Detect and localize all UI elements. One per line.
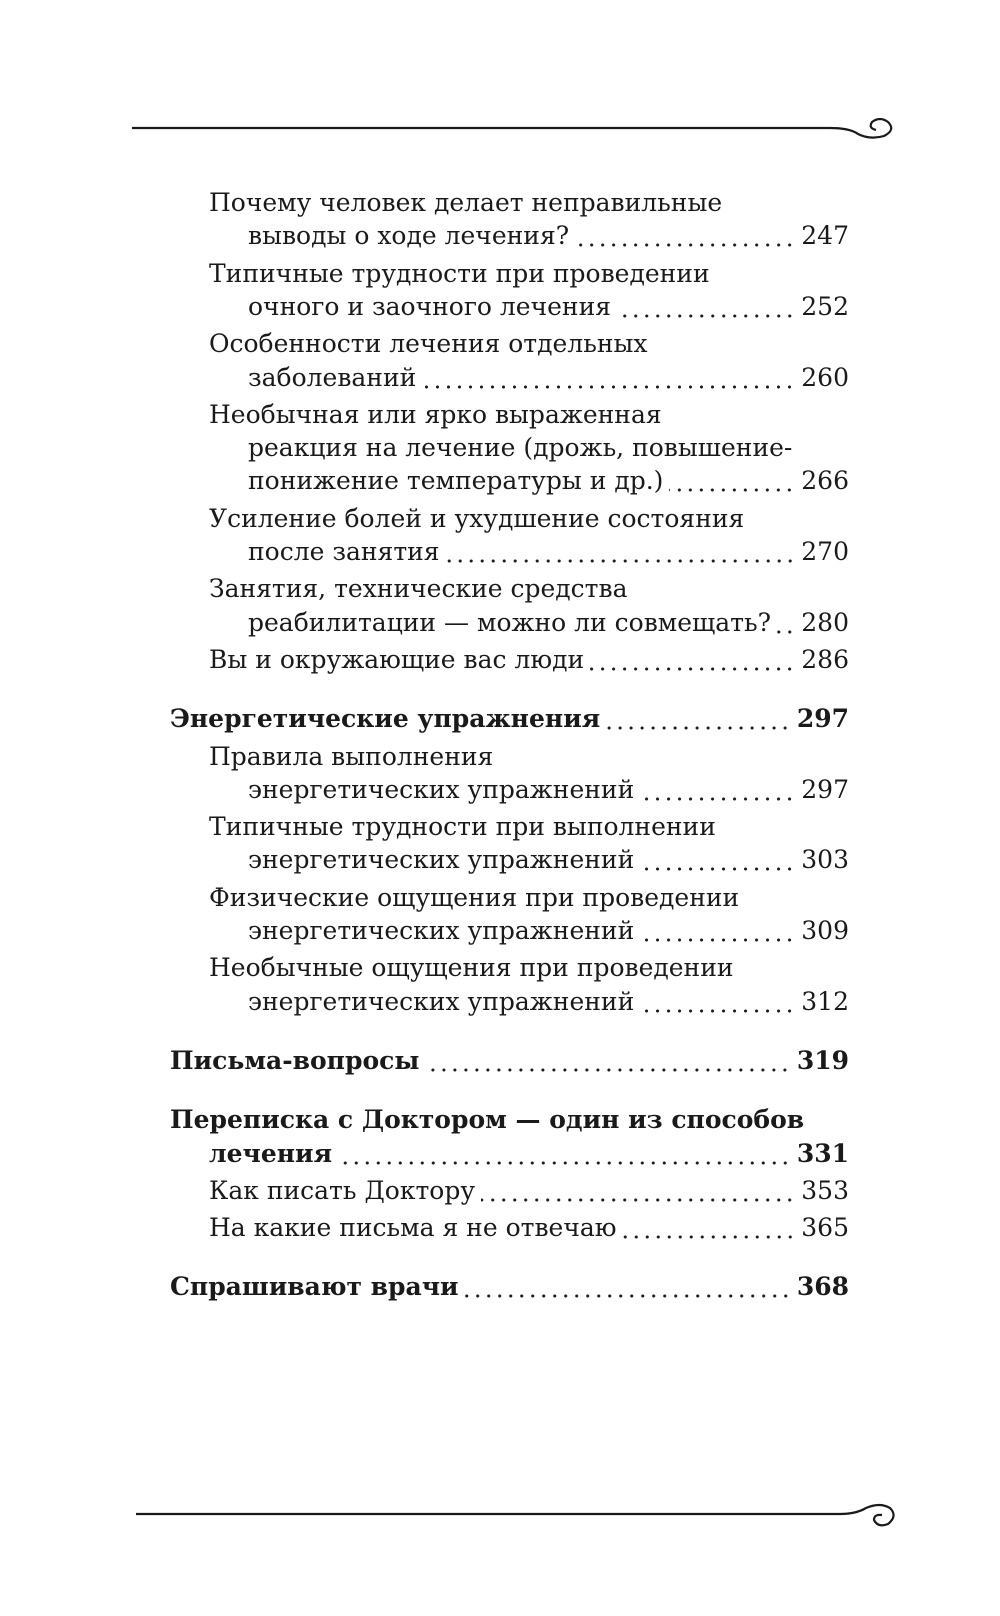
- page-number: 260: [801, 362, 849, 392]
- toc-line: Переписка с Доктором — один из способов: [170, 1103, 804, 1136]
- entry-title: Как писать Доктору: [209, 1175, 476, 1205]
- dot-leader: [640, 772, 796, 806]
- entry-title: Особенности лечения отдельных: [209, 329, 648, 359]
- page-number: 286: [801, 644, 849, 674]
- entry-title: На какие письма я не отвечаю: [209, 1213, 617, 1243]
- entry-title: энергетических упражнений: [248, 986, 635, 1016]
- dot-leader: [777, 605, 796, 639]
- entry-title: реакция на лечение (дрожь, повышение-: [248, 433, 793, 463]
- entry-title: Вы и окружающие вас люди: [209, 644, 585, 674]
- page-number: 309: [801, 916, 849, 945]
- entry-title: Типичные трудности при выполнении: [209, 812, 716, 842]
- entry-title: Энергетические упражнения: [170, 704, 601, 734]
- toc-line: энергетических упражнений 309: [248, 914, 849, 947]
- page-number: 365: [801, 1213, 849, 1243]
- dot-leader: [617, 289, 796, 323]
- toc-line: лечения 331: [209, 1136, 849, 1170]
- bottom-ornament: [136, 1503, 895, 1527]
- toc-line: Правила выполнения: [209, 740, 493, 773]
- entry-title: понижение температуры и др.): [248, 466, 664, 496]
- dot-leader: [464, 1270, 791, 1304]
- toc-line: выводы о ходе лечения? 247: [248, 219, 849, 253]
- entry-title: Правила выполнения: [209, 741, 494, 771]
- entry-title: Спрашивают врачи: [170, 1272, 459, 1302]
- page-number: 252: [801, 291, 849, 321]
- page-number: 319: [796, 1045, 849, 1075]
- dot-leader: [640, 914, 796, 947]
- entry-title: лечения: [209, 1138, 333, 1168]
- page-number: 368: [796, 1272, 849, 1302]
- toc-line: Спрашивают врачи 368: [170, 1270, 849, 1304]
- entry-title: энергетических упражнений: [248, 774, 635, 804]
- toc-line: На какие письма я не отвечаю 365: [209, 1211, 849, 1245]
- dot-leader: [481, 1173, 796, 1207]
- toc-line: энергетических упражнений 297: [248, 772, 849, 806]
- entry-title: Необычные ощущения при проведении: [209, 953, 734, 983]
- toc-line: Энергетические упражнения 297: [170, 702, 849, 736]
- entry-title: реабилитации — можно ли совмещать?: [248, 607, 771, 637]
- page-number: 266: [801, 466, 849, 496]
- toc-line: заболеваний 260: [248, 360, 849, 394]
- dot-leader: [640, 843, 796, 877]
- dot-leader: [445, 535, 796, 568]
- toc-line: энергетических упражнений 303: [248, 843, 849, 877]
- toc-line: после занятия 270: [248, 535, 849, 568]
- dot-leader: [338, 1136, 791, 1170]
- page-number: 331: [796, 1138, 849, 1168]
- page-number: 270: [801, 537, 849, 566]
- entry-title: Необычная или ярко выраженная: [209, 399, 662, 429]
- toc-line: очного и заочного лечения 252: [248, 289, 849, 323]
- entry-title: Усиление болей и ухудшение состояния: [209, 503, 745, 533]
- entry-title: заболеваний: [248, 362, 417, 392]
- toc-line: реабилитации — можно ли совмещать? 280: [248, 605, 849, 639]
- toc-line: Почему человек делает неправильные: [209, 186, 722, 219]
- dot-leader: [640, 984, 796, 1018]
- top-ornament: [132, 117, 893, 139]
- page-number: 297: [801, 774, 849, 804]
- toc-line: Письма-вопросы 319: [170, 1043, 849, 1077]
- entry-title: энергетических упражнений: [248, 845, 635, 875]
- entry-title: Занятия, технические средства: [209, 574, 628, 604]
- toc-line: Типичные трудности при проведении: [209, 257, 710, 290]
- toc-line: энергетических упражнений 312: [248, 984, 849, 1018]
- dot-leader: [590, 642, 796, 676]
- dot-leader: [622, 1211, 796, 1245]
- entry-title: Письма-вопросы: [170, 1045, 420, 1075]
- toc-line: Необычная или ярко выраженная: [209, 398, 662, 431]
- entry-title: Физические ощущения при проведении: [209, 882, 740, 912]
- dot-leader: [575, 219, 796, 253]
- entry-title: выводы о ходе лечения?: [248, 221, 570, 251]
- page-number: 312: [801, 986, 849, 1016]
- page-number: 353: [801, 1175, 849, 1205]
- toc-line: Физические ощущения при проведении: [209, 881, 739, 914]
- toc-line: Типичные трудности при выполнении: [209, 810, 716, 843]
- entry-title: энергетических упражнений: [248, 916, 635, 945]
- page-number: 280: [801, 607, 849, 637]
- dot-leader: [425, 1043, 791, 1077]
- entry-title: после занятия: [248, 537, 440, 566]
- entry-title: очного и заочного лечения: [248, 291, 612, 321]
- toc-line: Как писать Доктору 353: [209, 1173, 849, 1207]
- dot-leader: [422, 360, 796, 394]
- toc-line: Особенности лечения отдельных: [209, 327, 647, 360]
- page-number: 303: [801, 845, 849, 875]
- toc-line: Необычные ощущения при проведении: [209, 951, 734, 984]
- toc-line: реакция на лечение (дрожь, повышение-: [248, 431, 792, 464]
- entry-title: Почему человек делает неправильные: [209, 188, 723, 217]
- toc-line: Усиление болей и ухудшение состояния: [209, 502, 744, 535]
- toc-line: понижение температуры и др.) 266: [248, 464, 849, 498]
- page-number: 297: [796, 704, 849, 734]
- toc-line: Занятия, технические средства: [209, 572, 627, 605]
- entry-title: Типичные трудности при проведении: [209, 258, 710, 288]
- dot-leader: [669, 464, 796, 498]
- dot-leader: [606, 702, 791, 736]
- toc-line: Вы и окружающие вас люди 286: [209, 642, 849, 676]
- page-number: 247: [801, 221, 849, 251]
- entry-title: Переписка с Доктором — один из способов: [170, 1105, 805, 1135]
